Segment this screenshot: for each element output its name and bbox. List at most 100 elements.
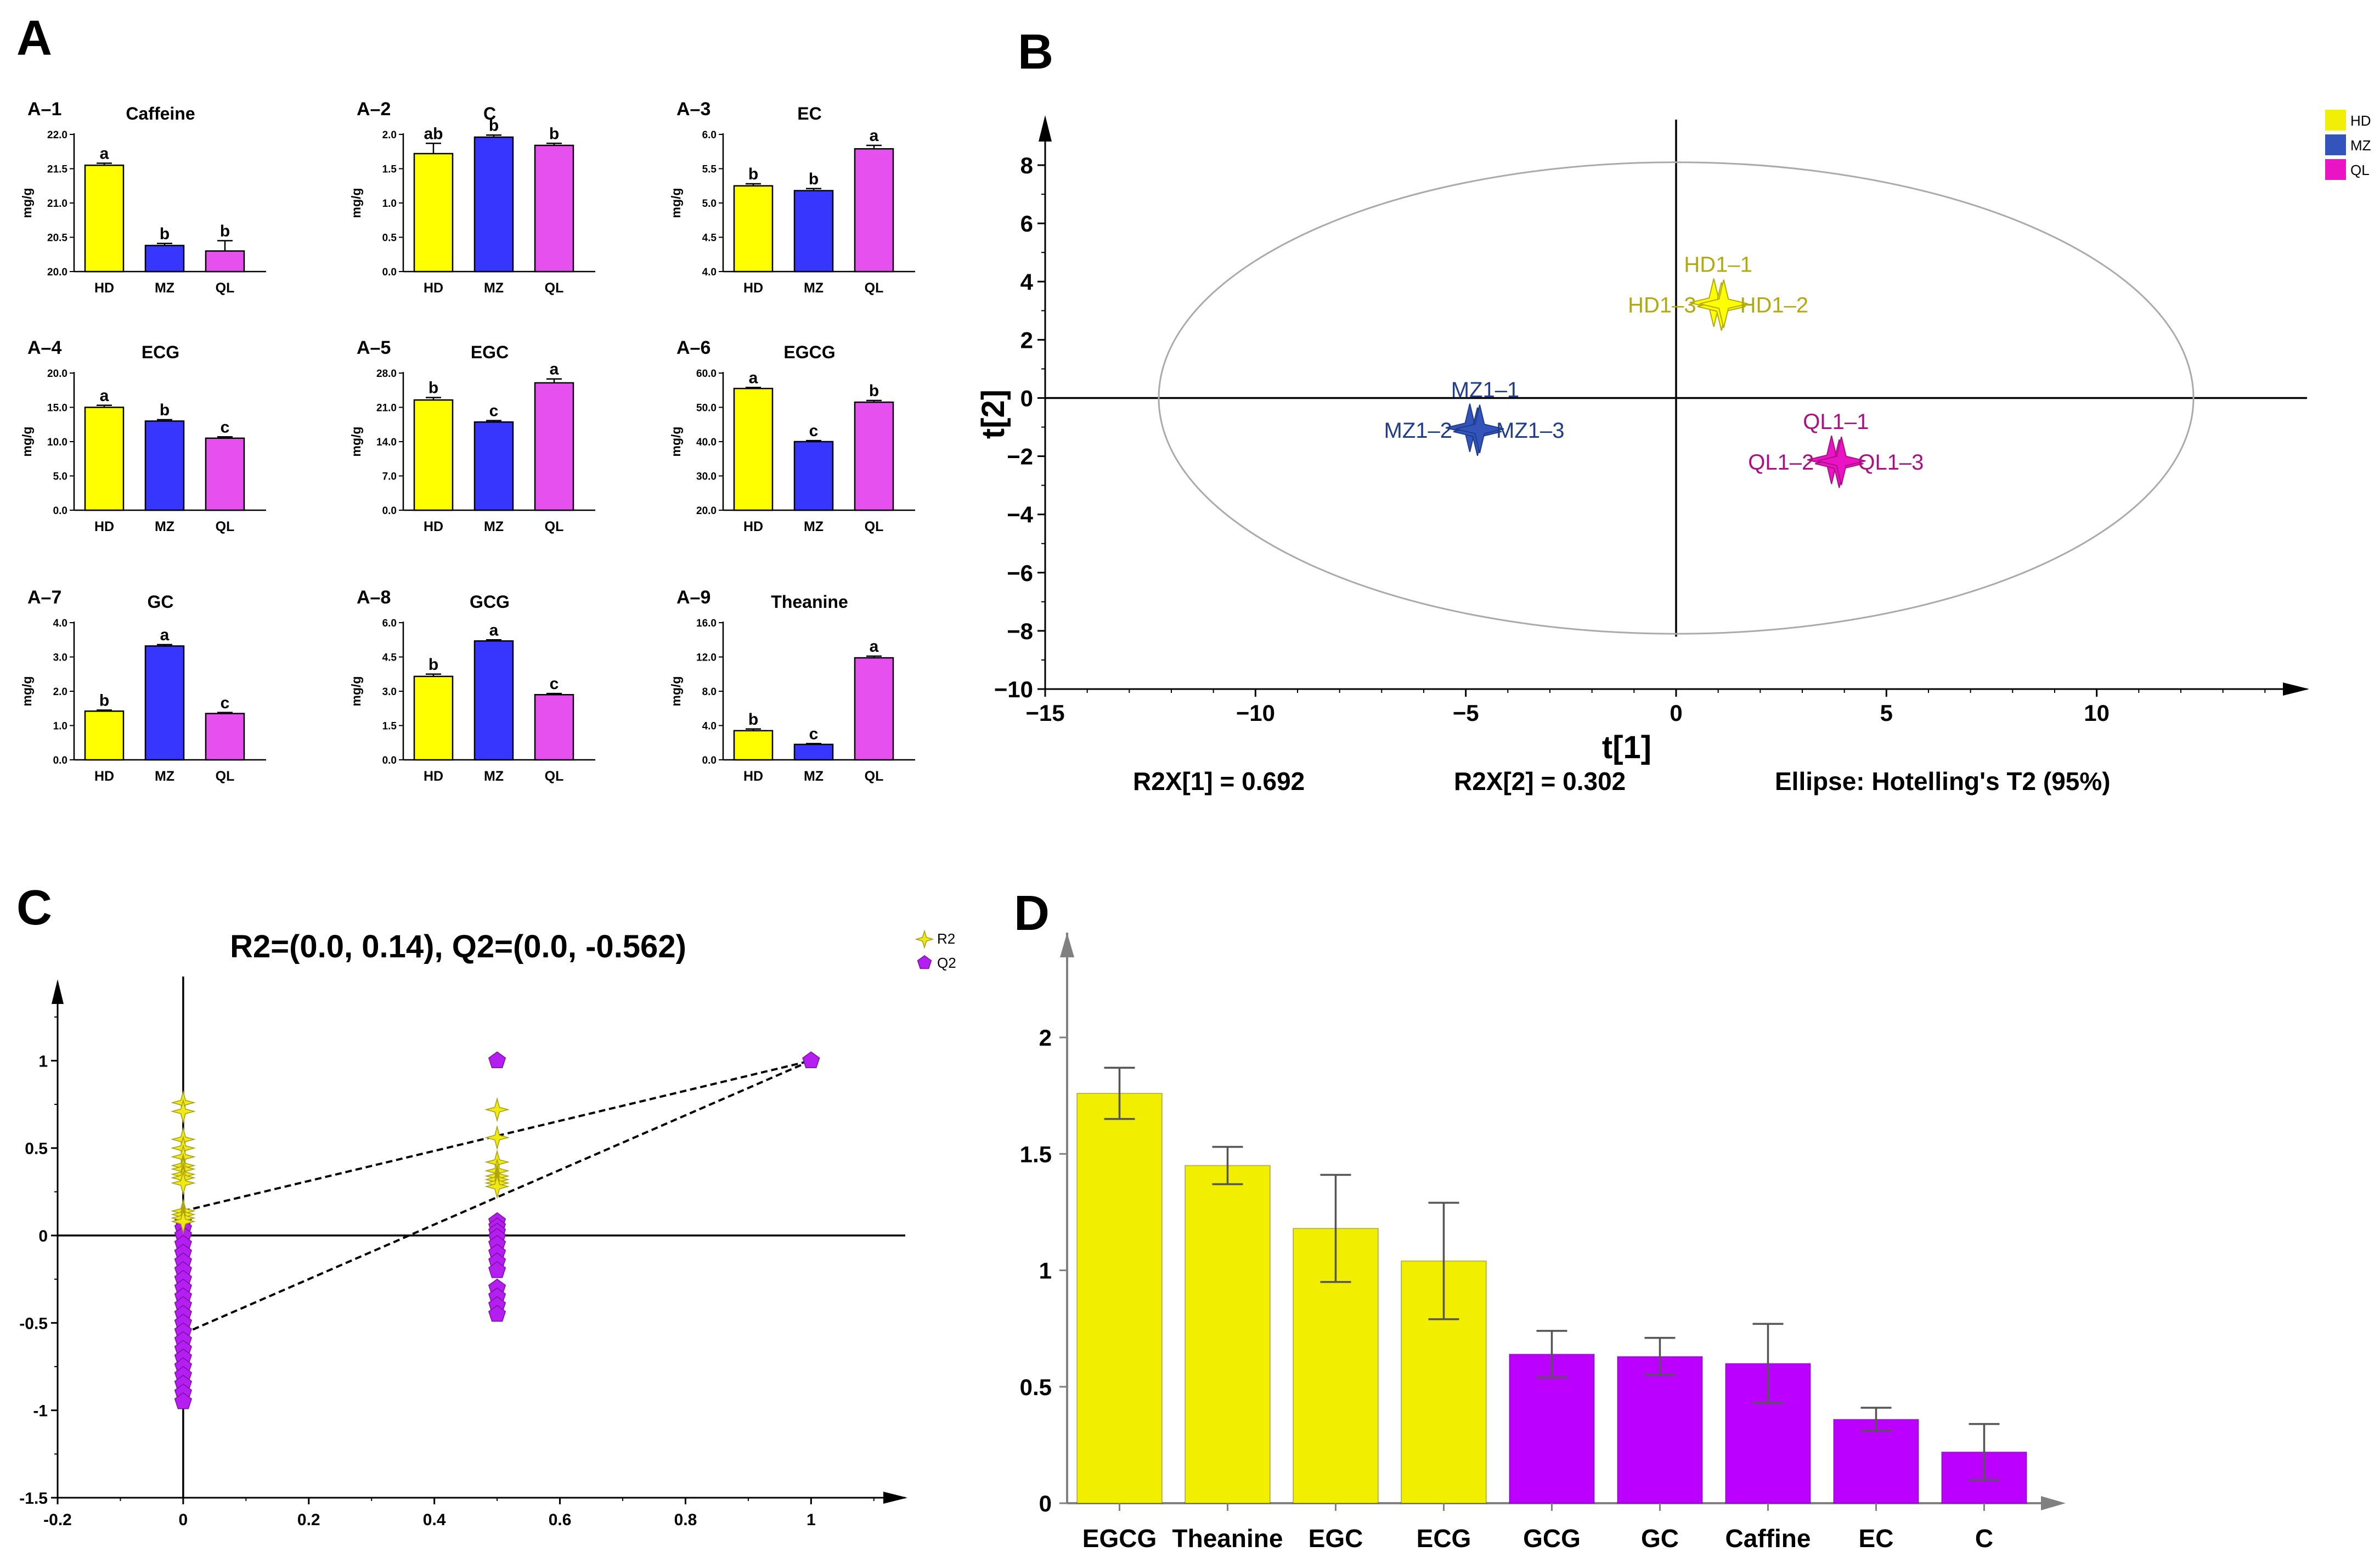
x-tick-label: -0.2 — [43, 1511, 72, 1529]
x-tick-label: HD — [94, 280, 114, 296]
x-tick-label: GC — [1641, 1524, 1679, 1553]
x-tick-label: 0.2 — [297, 1511, 320, 1529]
y-axis-label: mg/g — [20, 427, 34, 457]
x-tick-label: 0.4 — [423, 1511, 446, 1529]
x-tick-label: HD — [424, 769, 443, 784]
significance-letter: b — [748, 710, 758, 729]
y-tick-label: 50.0 — [696, 403, 717, 414]
bar-hd — [413, 399, 454, 511]
y-tick-label: 0.5 — [382, 233, 397, 244]
x-tick-label: HD — [743, 280, 763, 296]
y-tick-label: 1 — [38, 1052, 48, 1070]
x-tick-label: EGC — [1309, 1524, 1363, 1553]
legend-label: Q2 — [937, 955, 956, 971]
bar-ql — [534, 382, 574, 511]
y-tick-label: 0 — [1039, 1491, 1052, 1516]
y-tick-label: 0 — [1020, 385, 1033, 411]
subplot-label: A–2 — [357, 99, 391, 120]
significance-letter: b — [160, 401, 170, 419]
y-tick-label: 21.0 — [47, 198, 67, 210]
significance-letter: b — [489, 116, 499, 134]
bar-hd — [413, 153, 454, 273]
bar-mz — [144, 245, 185, 273]
score-point — [1817, 436, 1866, 486]
y-tick-label: 2.0 — [53, 686, 67, 698]
significance-letter: c — [550, 675, 559, 693]
legend-label: HD — [2350, 112, 2371, 129]
bar-ql — [205, 250, 245, 273]
chart-title: Caffeine — [126, 104, 195, 123]
x-tick-label: −10 — [1236, 700, 1275, 726]
y-tick-label: 0.5 — [25, 1140, 48, 1158]
legend-label: R2 — [937, 930, 955, 947]
y-tick-label: 0 — [38, 1227, 48, 1245]
y-tick-label: 40.0 — [696, 437, 717, 448]
legend-label: QL — [2350, 162, 2370, 178]
y-tick-label: 20.5 — [47, 233, 67, 244]
significance-letter: a — [160, 626, 170, 644]
y-tick-label: 12.0 — [696, 652, 717, 664]
y-axis-label: mg/g — [669, 427, 683, 457]
subplot-label: A–5 — [357, 337, 391, 358]
y-tick-label: 1 — [1039, 1258, 1052, 1284]
y-tick-label: 5.5 — [702, 164, 717, 176]
x-tick-label: 10 — [2084, 700, 2110, 726]
score-point — [1699, 279, 1748, 328]
significance-letter: b — [99, 691, 109, 709]
chart-title: GC — [148, 592, 174, 612]
y-tick-label: 0.0 — [382, 267, 397, 278]
bar-hd — [733, 730, 774, 761]
y-tick-label: 21.0 — [376, 403, 397, 414]
significance-letter: b — [809, 170, 819, 188]
r2-point — [171, 1170, 196, 1196]
bar-mz — [144, 645, 185, 761]
y-tick-label: 5.0 — [702, 198, 717, 210]
q2-point — [174, 1392, 192, 1409]
bar-mz — [144, 420, 185, 511]
y-tick-label: 0.5 — [1020, 1374, 1052, 1400]
y-tick-label: 0.0 — [382, 505, 397, 517]
significance-letter: a — [870, 127, 879, 145]
x-axis-arrow — [2283, 682, 2309, 696]
chart-title: EC — [797, 104, 821, 123]
panel-label-b: B — [1018, 25, 1053, 80]
chart-title: R2=(0.0, 0.14), Q2=(0.0, -0.562) — [230, 929, 686, 964]
vip-bar-theanine — [1185, 1165, 1271, 1504]
x-axis-arrow — [883, 1492, 907, 1504]
bar-ql — [205, 437, 245, 511]
bar-ql — [534, 144, 574, 273]
bar-ql — [534, 694, 574, 761]
y-tick-label: 1.0 — [53, 721, 67, 732]
chart-title: ECG — [142, 342, 179, 362]
r2-regression-line — [183, 1059, 811, 1212]
significance-letter: b — [220, 222, 230, 240]
y-tick-label: 4.0 — [702, 721, 717, 732]
observation-label: HD1–2 — [1740, 294, 1809, 318]
bar-chart-a-5: A–5 EGC mg/g 0.0 7.0 14.0 21.0 28.0 b HD c MZ a QL — [349, 337, 595, 534]
x-tick-label: HD — [424, 519, 443, 534]
q2-point-original — [802, 1051, 820, 1069]
y-tick-label: 21.5 — [47, 164, 67, 176]
x-tick-label: MZ — [804, 519, 824, 534]
x-tick-label: MZ — [155, 769, 174, 784]
observation-label: MZ1–1 — [1451, 378, 1520, 402]
panel-c-permutation-plot: -0.2 0 0.2 0.4 0.6 0.8 1 1 0.5 0 -0.5 -1 -1.5 R2=(0.0… — [19, 929, 956, 1529]
x-tick-label: QL — [865, 519, 884, 534]
x-tick-label: C — [1975, 1524, 1993, 1553]
y-tick-label: −4 — [1007, 502, 1034, 528]
significance-letter: a — [100, 387, 109, 405]
bar-mz — [473, 136, 514, 273]
x-tick-label: QL — [216, 769, 235, 784]
model-stat: Ellipse: Hotelling's T2 (95%) — [1775, 767, 2111, 795]
bar-ql — [854, 148, 894, 273]
legend-r2-marker — [915, 929, 934, 949]
y-tick-label: −2 — [1007, 444, 1033, 470]
chart-title: C — [483, 104, 496, 123]
x-tick-label: MZ — [484, 519, 504, 534]
y-tick-label: −6 — [1007, 560, 1033, 586]
x-tick-label: QL — [545, 280, 564, 296]
significance-letter: c — [809, 725, 819, 743]
y-tick-label: 0.0 — [53, 505, 67, 517]
x-tick-label: 5 — [1880, 700, 1893, 726]
